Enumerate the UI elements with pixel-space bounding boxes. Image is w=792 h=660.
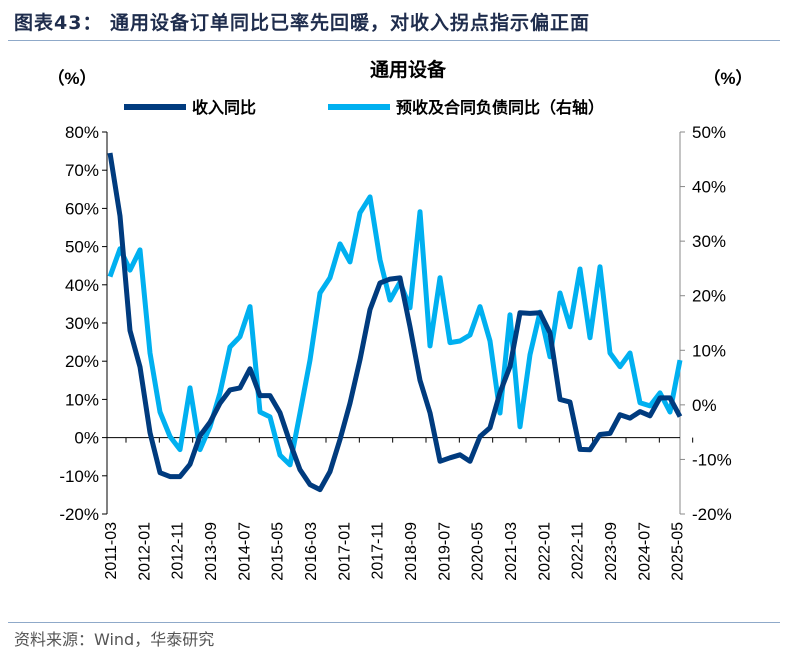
left-tick-label: 50% [65,238,99,257]
x-tick-label: 2014-07 [236,522,253,581]
x-tick-label: 2023-09 [603,522,620,581]
title-divider [8,40,780,41]
x-tick-label: 2018-09 [403,522,420,581]
legend-label-advance: 预收及合同负债同比（右轴） [396,98,604,117]
legend: 收入同比 预收及合同负债同比（右轴） [124,98,604,117]
source-note: 资料来源：Wind，华泰研究 [14,630,215,649]
right-tick-label: 40% [692,178,726,197]
x-tick-label: 2022-01 [536,522,553,581]
left-axis-unit: （%） [47,68,96,88]
x-tick-label: 2011-03 [103,522,120,580]
x-tick-label: 2012-01 [136,522,153,581]
left-tick-label: 80% [65,123,99,142]
x-tick-label: 2025-05 [670,522,687,581]
left-tick-label: 60% [65,199,99,218]
x-tick-label: 2021-03 [503,522,520,581]
left-tick-label: -20% [59,505,99,524]
right-axis-unit: （%） [703,68,752,88]
right-tick-label: 30% [692,232,726,251]
figure-title: 图表43： 通用设备订单同比已率先回暖，对收入拐点指示偏正面 [14,12,591,34]
right-tick-label: -10% [692,450,732,469]
x-tick-label: 2012-11 [170,522,187,580]
x-tick-label: 2015-05 [270,522,287,581]
x-tick-label: 2019-07 [436,522,453,581]
chart: 通用设备 （%） （%） 收入同比 预收及合同负债同比（右轴） -20% -10%… [47,58,752,581]
x-tick-label: 2017-01 [336,522,353,581]
left-tick-label: 40% [65,276,99,295]
source-divider [8,622,780,623]
left-tick-label: 30% [65,314,99,333]
chart-title: 通用设备 [370,58,447,81]
x-tick-label: 2016-03 [303,522,320,581]
right-tick-label: 20% [692,287,726,306]
legend-label-revenue: 收入同比 [192,98,256,117]
right-tick-label: -20% [692,505,732,524]
x-tick-label: 2024-07 [636,522,653,581]
advance-receipts-yoy-line [107,194,683,468]
x-tick-label: 2013-09 [203,522,220,581]
left-tick-label: -10% [59,467,99,486]
right-tick-label: 50% [692,123,726,142]
x-tick-label: 2022-11 [570,522,587,580]
left-tick-label: 20% [65,352,99,371]
x-tick-label: 2020-05 [470,522,487,581]
revenue-yoy-line [107,152,683,493]
left-tick-label: 0% [74,429,99,448]
left-tick-label: 10% [65,390,99,409]
right-tick-label: 0% [692,396,717,415]
left-tick-label: 70% [65,161,99,180]
x-tick-label: 2017-11 [370,522,387,580]
right-tick-label: 10% [692,341,726,360]
